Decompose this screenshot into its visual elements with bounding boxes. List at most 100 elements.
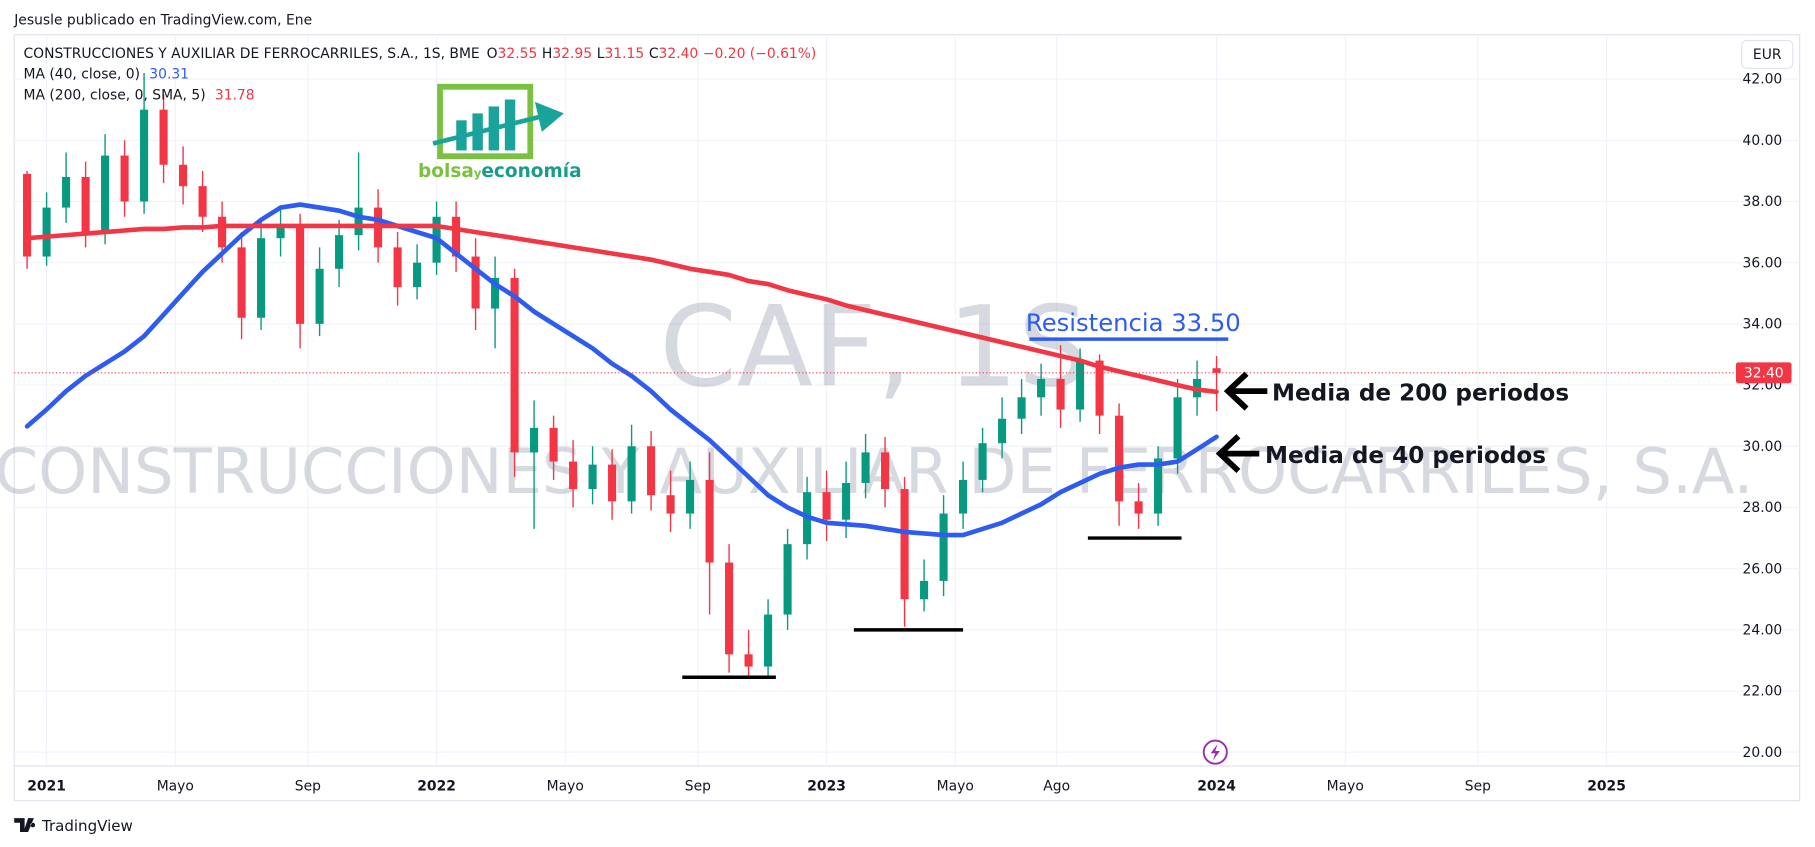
candle-body [920, 580, 929, 600]
candle-body [686, 479, 695, 514]
y-tick-label: 38.00 [1743, 194, 1783, 210]
marks [14, 72, 1734, 680]
candle-body [510, 277, 519, 453]
legend-value: 31.78 [215, 88, 255, 104]
candle-body [822, 492, 831, 520]
legend-row: CONSTRUCCIONES Y AUXILIAR DE FERROCARRIL… [23, 46, 816, 62]
svg-text:bolsayeconomía: bolsayeconomía [418, 161, 582, 182]
x-tick-label: 2025 [1587, 778, 1626, 794]
x-tick-label: Mayo [1327, 778, 1364, 794]
candle-body [276, 225, 285, 239]
candle-body [257, 238, 266, 318]
resistance-label: Resistencia 33.50 [1026, 308, 1241, 337]
candle-body [998, 418, 1007, 444]
legend-row: MA (40, close, 0) 30.31 [23, 67, 189, 83]
legend-key: L [597, 46, 605, 62]
candle-body [608, 464, 617, 502]
brand-icon [14, 818, 36, 832]
candle-body [393, 247, 402, 288]
candle-body [939, 513, 948, 581]
lightning-icon [1202, 739, 1228, 765]
x-tick-label: Sep [1465, 778, 1491, 794]
last-price-label: 32.40 [1744, 365, 1784, 381]
candle-body [491, 277, 500, 309]
legend-key: C [649, 46, 659, 62]
candle-body [296, 225, 305, 324]
legend: CONSTRUCCIONES Y AUXILIAR DE FERROCARRIL… [23, 46, 816, 104]
candle-body [783, 544, 792, 615]
y-tick-label: 20.00 [1743, 745, 1783, 761]
currency-button[interactable] [1741, 39, 1794, 69]
candle-body [1212, 368, 1221, 373]
candle-body [120, 155, 129, 202]
x-tick-label: Mayo [157, 778, 194, 794]
legend-symbol: CONSTRUCCIONES Y AUXILIAR DE FERROCARRIL… [23, 46, 479, 62]
logo-arrow [432, 113, 545, 146]
legend-row: MA (200, close, 0, SMA, 5) 31.78 [23, 88, 254, 104]
y-tick-label: 22.00 [1743, 684, 1783, 700]
x-tick-label: Sep [295, 778, 321, 794]
legend-value: 32.55 [498, 46, 538, 62]
candle-body [140, 109, 149, 202]
legend-value: 30.31 [149, 67, 189, 83]
candle-body [101, 155, 110, 233]
x-tick-label: Sep [685, 778, 711, 794]
note: Media de 200 periodos [1272, 380, 1569, 406]
candle-body [62, 176, 71, 208]
candle-body [452, 216, 461, 257]
y-tick-label: 42.00 [1743, 72, 1783, 88]
candle-body [530, 427, 539, 453]
y-tick-label: 24.00 [1743, 622, 1783, 638]
candle-body [1017, 397, 1026, 419]
y-tick-label: 36.00 [1743, 255, 1783, 271]
legend-key: H [542, 46, 552, 62]
x-tick-label: Mayo [937, 778, 974, 794]
candle-body [627, 446, 636, 502]
y-tick-label: 28.00 [1743, 500, 1783, 516]
candle-body [588, 464, 597, 490]
candle-body [764, 614, 773, 667]
candle-body [744, 654, 753, 667]
candle-body [861, 452, 870, 483]
candle-body [81, 176, 90, 233]
candle-body [335, 235, 344, 269]
candle-body [647, 446, 656, 496]
currency[interactable]: EUR [1753, 47, 1782, 63]
plot-frame [13, 34, 1801, 802]
candle-body [413, 262, 422, 288]
candle-body [218, 216, 227, 248]
publisher: Jesusle publicado en TradingView.com, En… [13, 12, 312, 28]
candle-body [179, 164, 188, 187]
x-tick-label: 2022 [417, 778, 456, 794]
candle-body [159, 109, 168, 165]
candle-body [705, 479, 714, 563]
note: Media de 40 periodos [1265, 443, 1546, 469]
y-tick-label: 30.00 [1743, 439, 1783, 455]
legend-name: MA (200, close, 0, SMA, 5) [23, 88, 205, 104]
candle-body [1134, 501, 1143, 514]
y-tick-label: 26.00 [1743, 561, 1783, 577]
candle-body [1056, 378, 1065, 410]
logo-text: y [474, 166, 482, 180]
candle-body [725, 562, 734, 655]
x-tick-label: 2021 [27, 778, 66, 794]
candle-body [237, 247, 246, 318]
candle-body [1154, 458, 1163, 514]
footer: TradingView [14, 817, 133, 835]
candle-body [354, 207, 363, 236]
candle-body [1076, 360, 1085, 410]
candle-body [23, 173, 32, 257]
candle-body [569, 461, 578, 490]
x-tick-label: Ago [1043, 778, 1070, 794]
legend-value: 32.95 [552, 46, 592, 62]
logo-text: economía [481, 161, 581, 182]
logo: bolsayeconomía [418, 83, 582, 182]
last-price-tag [1735, 362, 1792, 384]
candle-body [1037, 378, 1046, 398]
candle-body [1173, 397, 1182, 459]
legend-name: MA (40, close, 0) [23, 67, 140, 83]
candle-body [549, 427, 558, 462]
